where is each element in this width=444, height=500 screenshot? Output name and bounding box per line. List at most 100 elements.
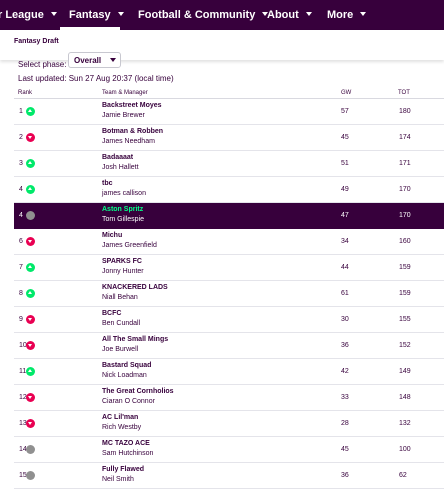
nav-item-fantasy[interactable]: Fantasy — [69, 0, 124, 30]
gw-points: 42 — [341, 368, 349, 375]
phase-select[interactable]: Overall — [68, 52, 121, 68]
chevron-down-icon — [360, 12, 367, 17]
tab-fantasy-draft[interactable]: Fantasy Draft — [14, 38, 59, 45]
rank-value: 4 — [19, 186, 23, 193]
total-points: 170 — [399, 212, 411, 219]
team-name-link[interactable]: All The Small Mings — [102, 336, 169, 343]
total-points: 159 — [399, 290, 411, 297]
manager-name: Josh Hallett — [102, 164, 139, 171]
team-name-link[interactable]: Aston Spritz — [102, 206, 144, 213]
phase-select-value: Overall — [74, 56, 102, 65]
table-row[interactable]: 3 Badaaaat Josh Hallett 51 171 — [14, 151, 444, 177]
nav-item-football-community[interactable]: Football & Community — [138, 0, 269, 30]
table-row[interactable]: 8 KNACKERED LADS Niall Behan 61 159 — [14, 281, 444, 307]
movement-same-icon — [26, 445, 35, 454]
last-updated-text: Last updated: Sun 27 Aug 20:37 (local ti… — [18, 74, 174, 83]
table-row[interactable]: 1 Backstreet Moyes Jamie Brewer 57 180 — [14, 99, 444, 125]
rank-value: 6 — [19, 238, 23, 245]
total-points: 148 — [399, 394, 411, 401]
total-points: 100 — [399, 446, 411, 453]
table-row[interactable]: 14 MC TAZO ACE Sam Hutchinson 45 100 — [14, 437, 444, 463]
manager-name: Rich Westby — [102, 424, 142, 431]
team-name-link[interactable]: Botman & Robben — [102, 128, 164, 135]
movement-up-icon — [26, 289, 35, 298]
table-row[interactable]: 4 tbc james callison 49 170 — [14, 177, 444, 203]
active-nav-indicator — [60, 27, 120, 30]
movement-same-icon — [26, 211, 35, 220]
total-points: 180 — [399, 108, 411, 115]
team-name-link[interactable]: The Great Cornholios — [102, 388, 174, 395]
total-points: 132 — [399, 420, 411, 427]
table-row[interactable]: 10 All The Small Mings Joe Burwell 36 15… — [14, 333, 444, 359]
column-header-tot: TOT — [398, 90, 410, 96]
nav-item-more[interactable]: More — [327, 0, 367, 30]
total-points: 171 — [399, 160, 411, 167]
nav-item-premier-league[interactable]: r League — [0, 0, 57, 30]
sub-navigation: Fantasy Draft — [0, 30, 444, 60]
manager-name: Ciaran O Connor — [102, 398, 155, 405]
table-row[interactable]: 15 Fully Flawed Neil Smith 36 62 — [14, 463, 444, 489]
chevron-down-icon — [110, 58, 116, 62]
gw-points: 45 — [341, 134, 349, 141]
chevron-down-icon — [305, 12, 312, 17]
team-name-link[interactable]: Bastard Squad — [102, 362, 152, 369]
gw-points: 45 — [341, 446, 349, 453]
movement-down-icon — [26, 341, 35, 350]
manager-name: Sam Hutchinson — [102, 450, 154, 457]
total-points: 170 — [399, 186, 411, 193]
gw-points: 47 — [341, 212, 349, 219]
manager-name: James Needham — [102, 138, 155, 145]
team-name-link[interactable]: MC TAZO ACE — [102, 440, 150, 447]
movement-up-icon — [26, 367, 35, 376]
gw-points: 36 — [341, 342, 349, 349]
total-points: 149 — [399, 368, 411, 375]
rank-value: 12 — [19, 394, 27, 401]
nav-item-about[interactable]: About — [267, 0, 312, 30]
table-row[interactable]: 11 Bastard Squad Nick Loadman 42 149 — [14, 359, 444, 385]
table-row[interactable]: 6 Michu James Greenfield 34 160 — [14, 229, 444, 255]
table-row[interactable]: 9 BCFC Ben Cundall 30 155 — [14, 307, 444, 333]
chevron-down-icon — [117, 12, 124, 17]
gw-points: 36 — [341, 472, 349, 479]
table-row[interactable]: 12 The Great Cornholios Ciaran O Connor … — [14, 385, 444, 411]
gw-points: 28 — [341, 420, 349, 427]
rank-value: 1 — [19, 108, 23, 115]
manager-name: Joe Burwell — [102, 346, 139, 353]
nav-label: Football & Community — [138, 9, 256, 21]
gw-points: 33 — [341, 394, 349, 401]
team-name-link[interactable]: KNACKERED LADS — [102, 284, 168, 291]
rank-value: 3 — [19, 160, 23, 167]
rank-value: 9 — [19, 316, 23, 323]
table-row[interactable]: 2 Botman & Robben James Needham 45 174 — [14, 125, 444, 151]
gw-points: 44 — [341, 264, 349, 271]
table-row-highlighted[interactable]: 4 Aston Spritz Tom Gillespie 47 170 — [14, 203, 444, 229]
team-name-link[interactable]: AC Lil'man — [102, 414, 139, 421]
movement-up-icon — [26, 263, 35, 272]
team-name-link[interactable]: Badaaaat — [102, 154, 134, 161]
rank-value: 15 — [19, 472, 27, 479]
team-name-link[interactable]: BCFC — [102, 310, 122, 317]
gw-points: 61 — [341, 290, 349, 297]
gw-points: 30 — [341, 316, 349, 323]
movement-same-icon — [26, 471, 35, 480]
rank-value: 7 — [19, 264, 23, 271]
table-row[interactable]: 7 SPARKS FC Jonny Hunter 44 159 — [14, 255, 444, 281]
table-row[interactable]: 13 AC Lil'man Rich Westby 28 132 — [14, 411, 444, 437]
header-divider — [14, 98, 444, 99]
team-name-link[interactable]: Backstreet Moyes — [102, 102, 162, 109]
team-name-link[interactable]: tbc — [102, 180, 113, 187]
column-header-team-manager: Team & Manager — [102, 90, 148, 96]
total-points: 160 — [399, 238, 411, 245]
nav-label: More — [327, 9, 354, 21]
team-name-link[interactable]: Fully Flawed — [102, 466, 145, 473]
movement-up-icon — [26, 185, 35, 194]
team-name-link[interactable]: SPARKS FC — [102, 258, 142, 265]
rank-value: 8 — [19, 290, 23, 297]
team-name-link[interactable]: Michu — [102, 232, 123, 239]
total-points: 159 — [399, 264, 411, 271]
rank-value: 4 — [19, 212, 23, 219]
movement-down-icon — [26, 393, 35, 402]
rank-value: 10 — [19, 342, 27, 349]
movement-up-icon — [26, 107, 35, 116]
nav-label: About — [267, 9, 299, 21]
